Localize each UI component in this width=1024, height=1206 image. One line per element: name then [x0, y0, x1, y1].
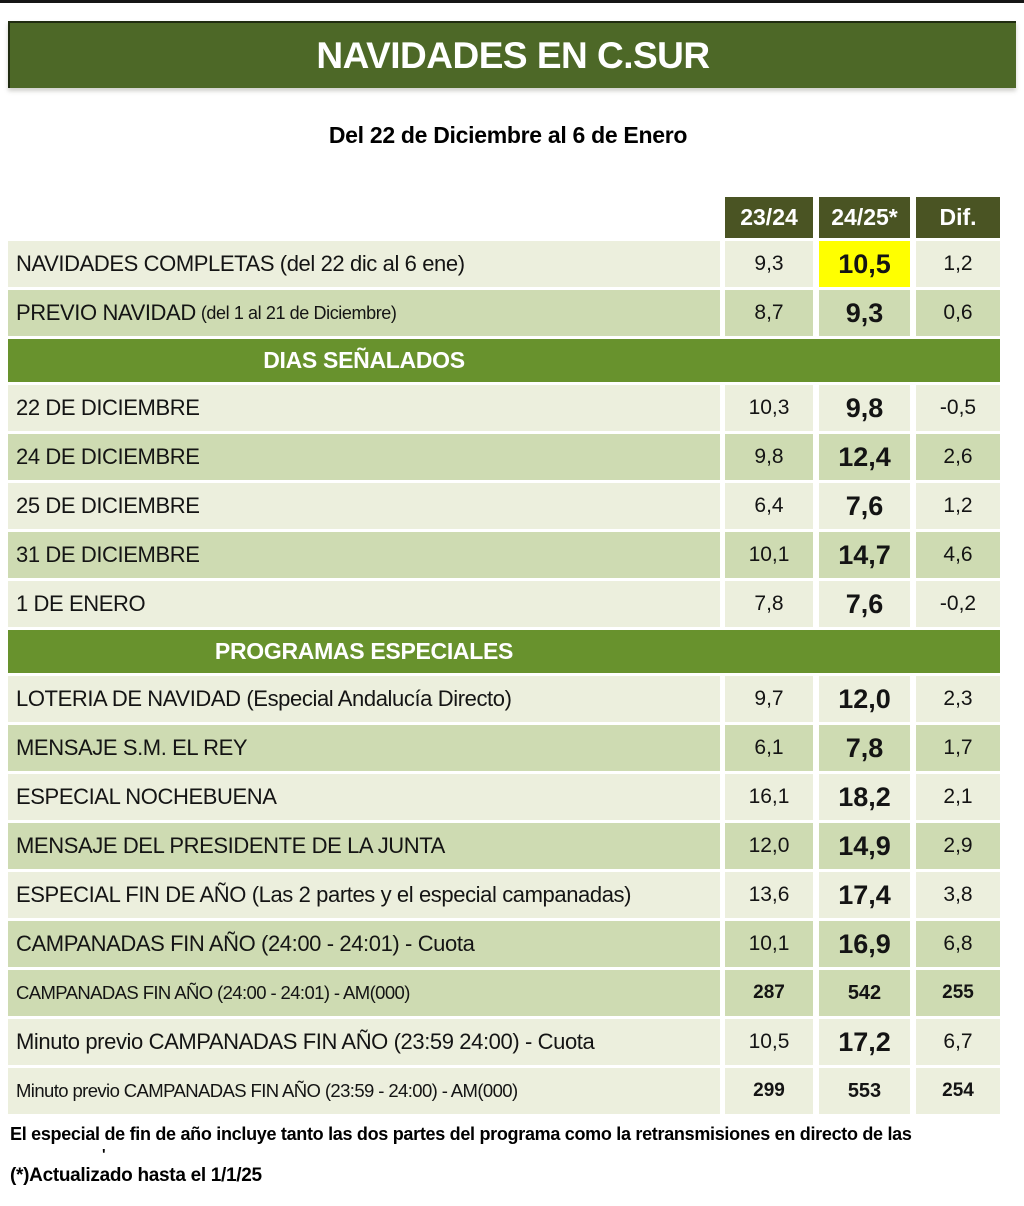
value-23-24: 299	[725, 1068, 813, 1114]
value-23-24: 13,6	[725, 872, 813, 918]
value-dif: 255	[916, 970, 1000, 1016]
value-24-25: 12,4	[819, 434, 910, 480]
column-header-dif: Dif.	[916, 197, 1000, 238]
row-label: 31 DE DICIEMBRE	[8, 532, 720, 578]
value-23-24: 10,3	[725, 385, 813, 431]
value-dif: 6,7	[916, 1019, 1000, 1065]
value-24-25: 553	[819, 1068, 910, 1114]
footnote-special: El especial de fin de año incluye tanto …	[10, 1124, 912, 1144]
table-row: ESPECIAL NOCHEBUENA 16,1 18,2 2,1	[8, 774, 1000, 820]
value-23-24: 6,1	[725, 725, 813, 771]
value-dif: 2,1	[916, 774, 1000, 820]
value-23-24: 16,1	[725, 774, 813, 820]
table-row: 24 DE DICIEMBRE 9,8 12,4 2,6	[8, 434, 1000, 480]
value-23-24: 9,7	[725, 676, 813, 722]
row-label: MENSAJE S.M. EL REY	[8, 725, 720, 771]
value-dif: 1,2	[916, 483, 1000, 529]
table-row: Minuto previo CAMPANADAS FIN AÑO (23:59 …	[8, 1068, 1000, 1114]
row-label: LOTERIA DE NAVIDAD (Especial Andalucía D…	[8, 676, 720, 722]
row-label: NAVIDADES COMPLETAS (del 22 dic al 6 ene…	[8, 241, 720, 287]
column-header-24-25: 24/25*	[819, 197, 910, 238]
value-dif: 4,6	[916, 532, 1000, 578]
value-24-25: 9,8	[819, 385, 910, 431]
section-title: DIAS SEÑALADOS	[263, 347, 465, 373]
value-24-25: 17,2	[819, 1019, 910, 1065]
table-row: 1 DE ENERO 7,8 7,6 -0,2	[8, 581, 1000, 627]
footnotes: El especial de fin de año incluye tanto …	[10, 1124, 912, 1187]
row-label: PREVIO NAVIDAD (del 1 al 21 de Diciembre…	[8, 290, 720, 336]
value-dif: 2,3	[916, 676, 1000, 722]
value-24-25: 9,3	[819, 290, 910, 336]
value-dif: -0,2	[916, 581, 1000, 627]
value-dif: 2,6	[916, 434, 1000, 480]
section-header-row: DIAS SEÑALADOS	[8, 339, 1000, 382]
value-23-24: 287	[725, 970, 813, 1016]
table-row: 22 DE DICIEMBRE 10,3 9,8 -0,5	[8, 385, 1000, 431]
value-24-25: 14,7	[819, 532, 910, 578]
value-24-25: 10,5	[819, 241, 910, 287]
row-label: MENSAJE DEL PRESIDENTE DE LA JUNTA	[8, 823, 720, 869]
column-header-23-24: 23/24	[725, 197, 813, 238]
table-row: LOTERIA DE NAVIDAD (Especial Andalucía D…	[8, 676, 1000, 722]
value-dif: 6,8	[916, 921, 1000, 967]
table-row: 31 DE DICIEMBRE 10,1 14,7 4,6	[8, 532, 1000, 578]
value-dif: 254	[916, 1068, 1000, 1114]
value-24-25: 7,6	[819, 581, 910, 627]
ratings-table: 23/24 24/25* Dif. NAVIDADES COMPLETAS (del …	[8, 197, 1000, 1117]
value-23-24: 10,5	[725, 1019, 813, 1065]
table-row: MENSAJE S.M. EL REY 6,1 7,8 1,7	[8, 725, 1000, 771]
header-spacer	[8, 197, 720, 238]
row-label-detail: (del 1 al 21 de Diciembre)	[200, 302, 397, 323]
value-23-24: 9,3	[725, 241, 813, 287]
value-23-24: 8,7	[725, 290, 813, 336]
page-title: NAVIDADES EN C.SUR	[316, 34, 710, 76]
value-24-25: 7,6	[819, 483, 910, 529]
table-row: NAVIDADES COMPLETAS (del 22 dic al 6 ene…	[8, 241, 1000, 287]
row-label: CAMPANADAS FIN AÑO (24:00 - 24:01) - Cuo…	[8, 921, 720, 967]
value-dif: 1,2	[916, 241, 1000, 287]
value-dif: 3,8	[916, 872, 1000, 918]
value-23-24: 6,4	[725, 483, 813, 529]
value-dif: -0,5	[916, 385, 1000, 431]
table-row: MENSAJE DEL PRESIDENTE DE LA JUNTA 12,0 14…	[8, 823, 1000, 869]
table-header-row: 23/24 24/25* Dif.	[8, 197, 1000, 238]
table-row: CAMPANADAS FIN AÑO (24:00 - 24:01) - Cuo…	[8, 921, 1000, 967]
value-24-25: 16,9	[819, 921, 910, 967]
table-row: 25 DE DICIEMBRE 6,4 7,6 1,2	[8, 483, 1000, 529]
value-23-24: 10,1	[725, 532, 813, 578]
row-label: 24 DE DICIEMBRE	[8, 434, 720, 480]
row-label: ESPECIAL FIN DE AÑO (Las 2 partes y el e…	[8, 872, 720, 918]
row-label: Minuto previo CAMPANADAS FIN AÑO (23:59 …	[8, 1068, 720, 1114]
title-bar: NAVIDADES EN C.SUR	[8, 21, 1016, 88]
top-border-line	[0, 0, 1024, 3]
row-label: 22 DE DICIEMBRE	[8, 385, 720, 431]
table-row: ESPECIAL FIN DE AÑO (Las 2 partes y el e…	[8, 872, 1000, 918]
row-label: 25 DE DICIEMBRE	[8, 483, 720, 529]
row-label: 1 DE ENERO	[8, 581, 720, 627]
value-dif: 2,9	[916, 823, 1000, 869]
value-24-25: 18,2	[819, 774, 910, 820]
value-24-25: 12,0	[819, 676, 910, 722]
value-24-25: 17,4	[819, 872, 910, 918]
subtitle: Del 22 de Diciembre al 6 de Enero	[328, 122, 688, 148]
table-row: CAMPANADAS FIN AÑO (24:00 - 24:01) - AM(…	[8, 970, 1000, 1016]
value-23-24: 7,8	[725, 581, 813, 627]
table-row: PREVIO NAVIDAD (del 1 al 21 de Diciembre…	[8, 290, 1000, 336]
row-label: Minuto previo CAMPANADAS FIN AÑO (23:59 …	[8, 1019, 720, 1065]
value-dif: 1,7	[916, 725, 1000, 771]
footnote-updated: (*)Actualizado hasta el 1/1/25	[10, 1165, 262, 1186]
row-label: CAMPANADAS FIN AÑO (24:00 - 24:01) - AM(…	[8, 970, 720, 1016]
section-header-row: PROGRAMAS ESPECIALES	[8, 630, 1000, 673]
row-label: ESPECIAL NOCHEBUENA	[8, 774, 720, 820]
value-dif: 0,6	[916, 290, 1000, 336]
value-24-25: 7,8	[819, 725, 910, 771]
value-23-24: 10,1	[725, 921, 813, 967]
value-24-25: 542	[819, 970, 910, 1016]
value-24-25: 14,9	[819, 823, 910, 869]
footnote-stray-mark: '	[102, 1146, 106, 1163]
table-row: Minuto previo CAMPANADAS FIN AÑO (23:59 …	[8, 1019, 1000, 1065]
value-23-24: 9,8	[725, 434, 813, 480]
value-23-24: 12,0	[725, 823, 813, 869]
section-title: PROGRAMAS ESPECIALES	[214, 638, 514, 664]
